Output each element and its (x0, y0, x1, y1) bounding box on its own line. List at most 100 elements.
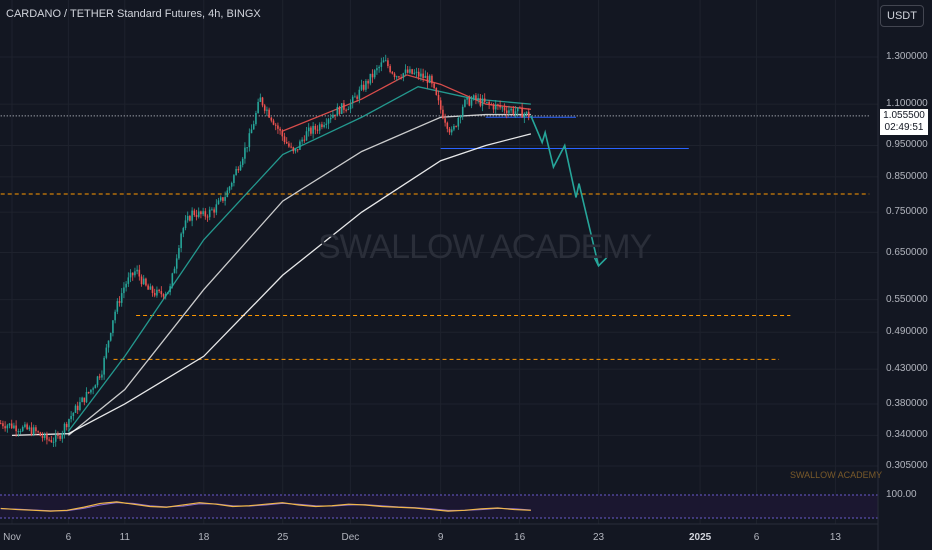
candle-body (472, 95, 475, 100)
candle-body (525, 111, 528, 114)
candle-body (17, 431, 20, 433)
candle-body (191, 210, 193, 221)
candle-body (160, 291, 163, 295)
candle-body (50, 440, 53, 443)
candle-body (494, 104, 497, 110)
projection-arrow[interactable] (530, 115, 608, 268)
candle-body (222, 197, 224, 201)
candle-body (475, 95, 477, 100)
candle-body (492, 104, 495, 110)
candle-body (503, 107, 506, 111)
candle-body (81, 397, 83, 403)
price-tick-label: 0.950000 (886, 139, 928, 151)
candle-body (200, 211, 202, 215)
candle-body (61, 432, 64, 439)
candle-body (87, 391, 90, 393)
candle-body (411, 69, 413, 74)
candle-body (19, 431, 22, 433)
candle-body (446, 122, 449, 129)
horizontal-levels (0, 115, 870, 360)
candle-body (325, 123, 328, 125)
candle-body (343, 103, 345, 110)
candle-body (90, 389, 92, 393)
time-tick-label: 6 (65, 532, 72, 543)
candle-body (35, 427, 37, 432)
candle-body (279, 128, 281, 131)
candle-body (453, 125, 455, 130)
candle-body (490, 104, 493, 106)
candle-body (347, 109, 350, 111)
price-tick-label: 1.300000 (886, 51, 928, 62)
candle-body (384, 60, 387, 62)
candle-body (270, 117, 273, 121)
candle-body (21, 426, 24, 432)
candle-body (362, 84, 365, 90)
candle-body (448, 128, 451, 133)
candle-body (178, 248, 180, 259)
candle-body (233, 175, 235, 183)
candle-body (235, 169, 237, 176)
candle-body (164, 293, 167, 297)
candle-body (479, 98, 482, 106)
candle-body (140, 276, 143, 285)
candle-body (30, 427, 33, 435)
candle-body (215, 204, 218, 213)
currency-button[interactable]: USDT (880, 5, 924, 27)
candle-body (125, 283, 127, 288)
candle-body (79, 402, 81, 411)
time-tick-label: Nov (3, 532, 21, 543)
price-tick-label: 0.750000 (886, 206, 928, 218)
candle-body (481, 98, 484, 106)
candle-body (391, 71, 394, 74)
price-tick-label: 0.430000 (886, 363, 928, 375)
candle-body (156, 289, 158, 296)
candle-body (131, 272, 134, 276)
candle-body (8, 423, 11, 426)
candle-body (409, 69, 411, 73)
candle-body (420, 73, 422, 77)
candle-body (76, 405, 79, 411)
candle-body (360, 84, 363, 90)
candle-body (92, 388, 94, 390)
candle-body (98, 376, 101, 378)
candle-body (285, 141, 288, 144)
candle-body (193, 210, 196, 216)
candle-body (292, 147, 295, 152)
candle-body (142, 278, 145, 285)
candle-body (461, 106, 464, 117)
candle-body (15, 425, 17, 432)
candle-body (329, 117, 332, 120)
candle-body (145, 278, 147, 286)
candle-body (123, 287, 125, 294)
candle-body (263, 105, 266, 111)
candle-body (488, 101, 490, 105)
candle-body (470, 99, 473, 106)
candle-body (400, 77, 402, 79)
candle-body (162, 294, 165, 297)
candle-body (195, 215, 198, 217)
candle-body (239, 164, 242, 171)
candle-body (259, 97, 262, 102)
bar-countdown: 02:49:51 (884, 122, 924, 133)
candle-body (54, 434, 57, 442)
candle-body (508, 110, 510, 113)
candle-body (167, 292, 169, 294)
candle-body (516, 107, 519, 112)
candle-body (334, 114, 336, 116)
candle-body (180, 233, 182, 249)
candle-body (96, 376, 99, 386)
candle-body (398, 76, 400, 78)
candle-body (250, 129, 253, 134)
candle-body (74, 405, 77, 413)
price-tick-label: 0.550000 (886, 293, 928, 305)
candle-body (497, 104, 499, 106)
candle-body (486, 101, 488, 103)
candle-body (224, 197, 226, 201)
candle-body (501, 107, 504, 109)
current-price-badge: 1.055500 02:49:51 (880, 109, 928, 135)
candle-body (402, 73, 405, 78)
candle-body (237, 169, 240, 171)
watermark-small: SWALLOW ACADEMY (790, 470, 883, 480)
candle-body (186, 216, 189, 221)
